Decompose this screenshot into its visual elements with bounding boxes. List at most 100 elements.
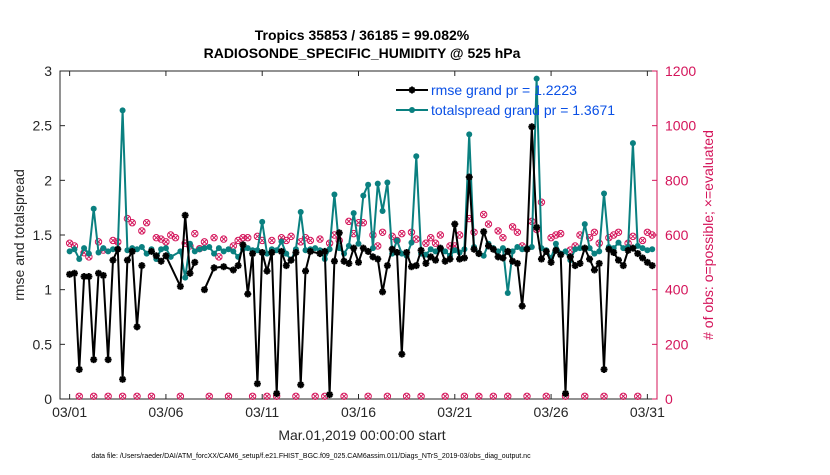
totalspread-point <box>119 107 126 114</box>
obs-evaluated-point <box>495 228 501 234</box>
obs-possible-point <box>75 392 83 400</box>
obs-possible-point <box>638 236 647 245</box>
obs-evaluated-stroke <box>245 235 251 241</box>
obs-possible-point <box>590 228 599 236</box>
rmse-point <box>138 262 146 270</box>
y2-tick-label: 1200 <box>665 63 696 79</box>
obs-evaluated-stroke <box>360 220 366 226</box>
rmse-point-stroke <box>109 256 117 264</box>
rmse-point <box>268 248 276 256</box>
totalspread-point <box>649 246 656 253</box>
obs-evaluated-stroke <box>514 229 520 235</box>
rmse-point-stroke <box>85 273 93 280</box>
obs-possible-point <box>340 392 348 400</box>
obs-evaluated-point <box>312 393 318 399</box>
obs-evaluated-point <box>524 393 530 399</box>
rmse-point-stroke <box>80 273 88 280</box>
rmse-point <box>499 254 507 262</box>
rmse-point-stroke <box>148 248 155 255</box>
obs-evaluated-point <box>380 229 386 235</box>
rmse-point <box>258 248 266 256</box>
obs-evaluated-point <box>428 235 434 241</box>
x-tick-label: 03/16 <box>341 404 376 420</box>
rmse-point-stroke <box>157 258 165 265</box>
rmse-point <box>162 252 170 260</box>
obs-evaluated-point <box>567 247 573 253</box>
rmse-point-stroke <box>307 248 314 255</box>
obs-possible-point <box>118 392 127 400</box>
obs-evaluated-point <box>437 232 443 238</box>
obs-evaluated-point <box>240 235 246 241</box>
obs-possible-point <box>191 229 199 238</box>
obs-evaluated-point <box>158 236 164 242</box>
totalspread-point <box>278 238 285 245</box>
totalspread-point <box>71 246 78 253</box>
rmse-point <box>412 262 420 270</box>
totalspread-point <box>615 239 622 246</box>
obs-evaluated-point <box>457 232 463 238</box>
obs-evaluated-point <box>635 393 641 399</box>
rmse-point <box>321 247 329 255</box>
rmse-point <box>147 247 155 255</box>
obs-possible-point <box>200 238 209 246</box>
rmse-point <box>465 173 473 181</box>
totalspread-point <box>360 192 367 199</box>
obs-evaluated-point <box>611 232 617 238</box>
obs-possible-point <box>436 231 445 239</box>
rmse-point <box>557 251 565 259</box>
rmse-point <box>191 258 199 266</box>
obs-evaluated-point <box>341 393 347 399</box>
x-tick-label: 03/11 <box>245 404 279 420</box>
totalspread-point <box>562 248 569 255</box>
obs-possible-point <box>542 392 550 400</box>
obs-evaluated-stroke <box>346 218 352 224</box>
obs-evaluated-point <box>485 221 492 227</box>
x-tick-label: 03/31 <box>630 404 665 420</box>
rmse-point <box>600 365 608 373</box>
obs-evaluated-point <box>288 233 294 239</box>
rmse-series <box>66 123 656 399</box>
totalspread-point <box>499 245 506 252</box>
rmse-point-stroke <box>523 246 531 253</box>
totalspread-point <box>76 256 83 263</box>
obs-possible-point <box>600 392 608 400</box>
obs-evaluated-point <box>490 393 496 399</box>
rmse-point <box>648 262 656 270</box>
obs-possible-point <box>427 234 435 242</box>
rmse-point-stroke <box>268 249 276 256</box>
y-tick-label: 2.5 <box>33 118 53 134</box>
x-tick-label: 03/21 <box>437 404 472 420</box>
rmse-point <box>393 248 401 256</box>
rmse-point <box>383 262 391 270</box>
rmse-point <box>436 244 444 252</box>
obs-evaluated-point <box>630 233 636 239</box>
obs-possible-point <box>292 392 300 400</box>
rmse-point <box>128 247 136 255</box>
obs-evaluated-point <box>399 231 405 237</box>
obs-possible-point <box>393 236 401 245</box>
rmse-point-stroke <box>644 259 651 266</box>
obs-evaluated-stroke <box>553 232 559 238</box>
obs-evaluated-point <box>134 393 140 399</box>
totalspread-point <box>312 245 319 252</box>
rmse-point <box>239 241 247 249</box>
obs-possible-point <box>619 392 627 400</box>
obs-evaluated-point <box>172 235 179 241</box>
totalspread-point <box>504 289 511 296</box>
obs-evaluated-point <box>514 229 520 235</box>
obs-evaluated-stroke <box>144 220 150 226</box>
rmse-point <box>475 250 483 258</box>
rmse-point-stroke <box>321 248 328 255</box>
obs-possible-point <box>475 392 483 400</box>
rmse-point-stroke <box>427 253 434 261</box>
obs-evaluated-stroke <box>134 393 140 399</box>
rmse-point <box>133 323 141 331</box>
legend-rmse-star <box>408 86 416 94</box>
obs-evaluated-point <box>76 393 82 399</box>
rmse-point <box>586 255 594 263</box>
obs-evaluated-point <box>221 236 227 242</box>
rmse-point-stroke <box>557 251 564 258</box>
rmse-point <box>614 256 622 264</box>
rmse-point-stroke <box>567 253 574 261</box>
totalspread-point <box>225 246 232 253</box>
